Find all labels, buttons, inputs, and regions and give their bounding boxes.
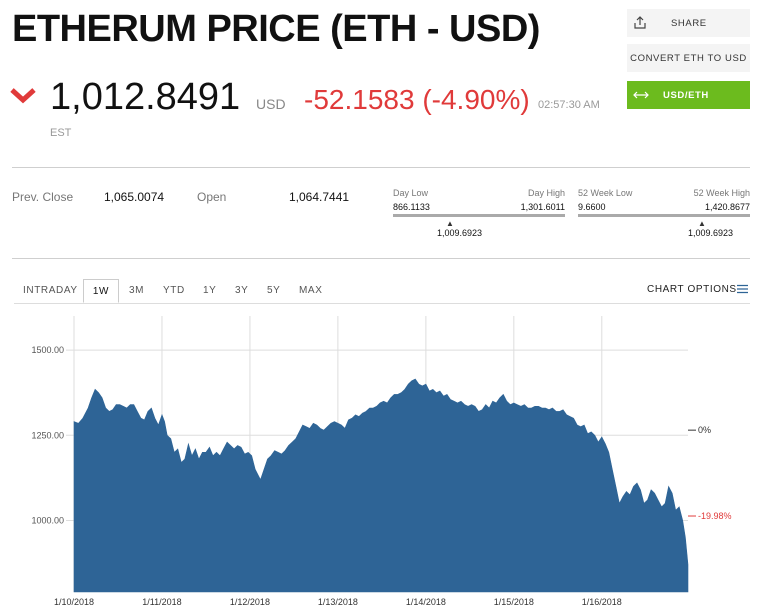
day-low-label: Day Low <box>393 188 429 198</box>
prev-close-label: Prev. Close <box>12 190 74 204</box>
price-chart: 1000.00 1250.00 1500.00 1/10/2018 1/11/2018 1… <box>31 316 732 607</box>
price-area-series <box>73 378 689 593</box>
quote-timezone: EST <box>50 127 72 139</box>
x-tick-label: 1/12/2018 <box>230 597 270 607</box>
convert-button[interactable]: CONVERT ETH TO USD <box>627 44 750 72</box>
price-currency: USD <box>256 96 286 112</box>
tab-1y[interactable]: 1Y <box>203 285 217 296</box>
toggle-label: USD/ETH <box>663 89 709 101</box>
day-high-value: 1,301.6011 <box>520 202 565 212</box>
week52-high-value: 1,420.8677 <box>704 202 750 212</box>
week52-current-value: 1,009.6923 <box>688 228 734 238</box>
day-range-marker-icon: ▲ <box>446 219 454 228</box>
x-tick-label: 1/10/2018 <box>54 597 94 607</box>
tabs-divider <box>14 303 750 304</box>
prev-close-value: 1,065.0074 <box>104 190 165 204</box>
y-tick-label: 1250.00 <box>31 430 64 440</box>
x-tick-label: 1/11/2018 <box>142 597 181 607</box>
day-high-label: Day High <box>527 188 565 198</box>
day-current-value: 1,009.6923 <box>437 228 483 238</box>
week52-high-label: 52 Week High <box>693 188 750 198</box>
open-label: Open <box>197 190 227 204</box>
header-divider <box>12 167 750 168</box>
tab-max[interactable]: MAX <box>299 285 323 296</box>
range-tabs: INTRADAY 1W 3M YTD 1Y 3Y 5Y MAX <box>14 279 750 303</box>
y-tick-label: 1000.00 <box>31 515 64 525</box>
reference-label: -19.98% <box>698 511 732 521</box>
currency-toggle-button[interactable]: USD/ETH <box>627 81 750 109</box>
down-arrow-icon <box>10 88 36 104</box>
x-tick-label: 1/14/2018 <box>406 597 446 607</box>
chart-options-button[interactable]: CHART OPTIONS <box>647 284 737 295</box>
share-icon <box>634 16 646 29</box>
x-tick-label: 1/16/2018 <box>582 597 622 607</box>
share-button[interactable]: SHARE <box>627 9 750 37</box>
x-tick-label: 1/13/2018 <box>318 597 358 607</box>
stats-divider <box>12 258 750 259</box>
page-title: ETHERUM PRICE (ETH - USD) <box>12 8 540 50</box>
tab-intraday[interactable]: INTRADAY <box>23 285 78 296</box>
day-range-bar <box>393 214 565 217</box>
tab-3m[interactable]: 3M <box>129 285 145 296</box>
x-tick-label: 1/15/2018 <box>494 597 534 607</box>
week52-low-label: 52 Week Low <box>578 188 633 198</box>
price-value: 1,012.8491 <box>50 76 241 118</box>
week52-low-value: 9.6600 <box>578 202 606 212</box>
week52-range-bar <box>578 214 750 217</box>
tab-5y[interactable]: 5Y <box>267 285 281 296</box>
price-change: -52.1583 (-4.90%) <box>304 84 530 115</box>
week52-range-marker-icon: ▲ <box>698 219 706 228</box>
share-label: SHARE <box>671 17 707 29</box>
swap-arrows-icon <box>633 91 649 99</box>
tab-ytd[interactable]: YTD <box>163 285 185 296</box>
menu-icon[interactable] <box>737 284 748 294</box>
open-value: 1,064.7441 <box>289 190 350 204</box>
day-low-value: 866.1133 <box>393 202 430 212</box>
tab-3y[interactable]: 3Y <box>235 285 249 296</box>
quote-time: 02:57:30 AM <box>538 99 600 111</box>
reference-label: 0% <box>698 425 711 435</box>
tab-1w[interactable]: 1W <box>83 279 119 303</box>
y-tick-label: 1500.00 <box>31 345 64 355</box>
